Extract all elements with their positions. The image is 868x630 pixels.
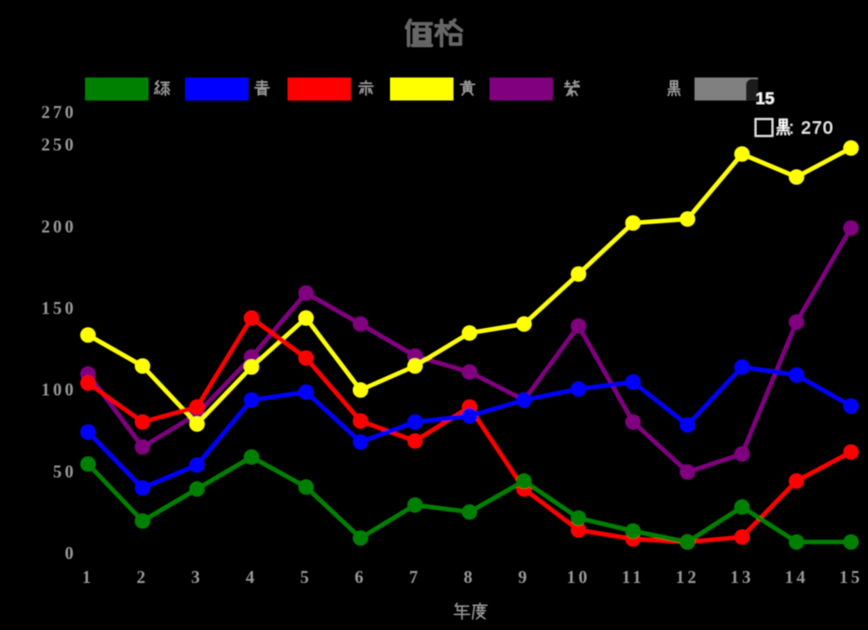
svg-text:200: 200: [41, 216, 76, 236]
svg-text:7: 7: [409, 567, 421, 587]
svg-text:10: 10: [567, 567, 591, 587]
svg-text:5: 5: [300, 567, 312, 587]
svg-text:2: 2: [137, 567, 149, 587]
svg-text:15: 15: [839, 567, 863, 587]
svg-text:270: 270: [41, 102, 76, 122]
svg-text:14: 14: [785, 567, 809, 587]
svg-text:15: 15: [756, 89, 775, 108]
svg-text:150: 150: [41, 298, 76, 318]
svg-text:100: 100: [41, 380, 76, 400]
svg-text:50: 50: [53, 461, 77, 481]
svg-text:3: 3: [191, 567, 203, 587]
svg-text:12: 12: [676, 567, 700, 587]
svg-text:8: 8: [464, 567, 476, 587]
svg-text:6: 6: [355, 567, 367, 587]
svg-text:250: 250: [41, 135, 76, 155]
svg-text:11: 11: [622, 567, 645, 587]
svg-text:4: 4: [246, 567, 258, 587]
svg-text:: 270: : 270: [789, 118, 834, 138]
svg-text:1: 1: [82, 567, 94, 587]
svg-text:0: 0: [65, 543, 77, 563]
svg-text:9: 9: [518, 567, 530, 587]
svg-text:13: 13: [730, 567, 754, 587]
